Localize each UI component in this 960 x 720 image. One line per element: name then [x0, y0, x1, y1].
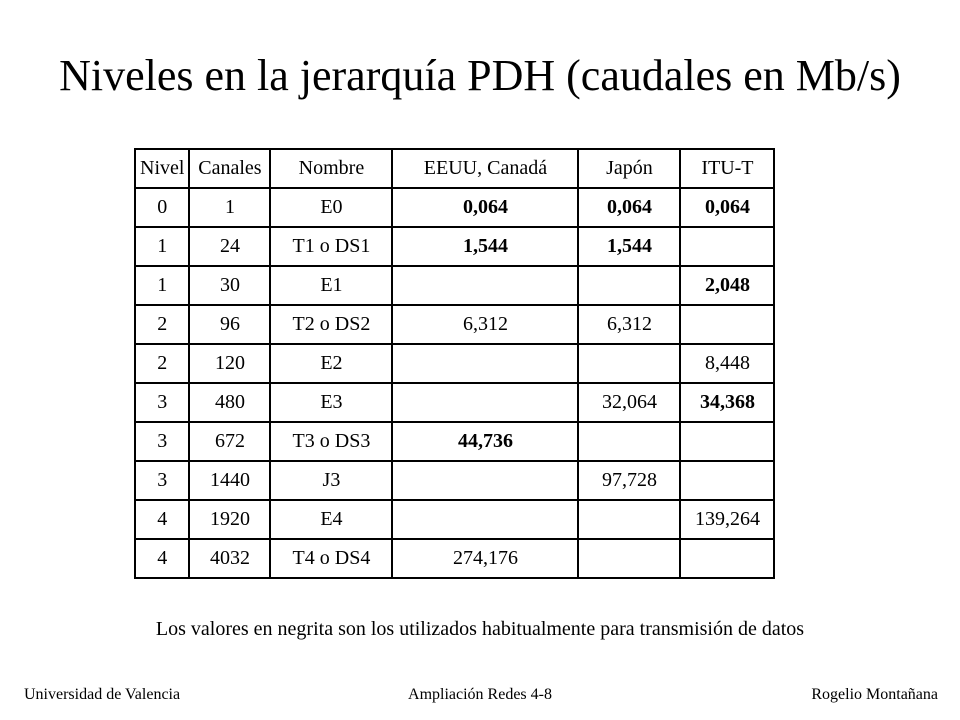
footer-institution: Universidad de Valencia [24, 686, 181, 703]
cell-eeuu: 274,176 [391, 538, 580, 579]
cell-japon [577, 343, 682, 384]
header-japon: Japón [577, 148, 682, 189]
table-row: 3 672 T3 o DS3 44,736 [133, 421, 776, 462]
table-row: 0 1 E0 0,064 0,064 0,064 [133, 187, 776, 228]
cell-canales: 120 [188, 343, 272, 384]
cell-japon: 6,312 [577, 304, 682, 345]
header-eeuu-canada: EEUU, Canadá [391, 148, 580, 189]
slide-title: Niveles en la jerarquía PDH (caudales en… [59, 51, 901, 100]
cell-japon: 0,064 [577, 187, 682, 228]
table-row: 4 4032 T4 o DS4 274,176 [133, 538, 776, 579]
cell-eeuu: 0,064 [391, 187, 580, 228]
cell-nombre: E0 [269, 187, 394, 228]
cell-itu [679, 226, 776, 267]
cell-nivel: 4 [133, 499, 191, 540]
table-row: 2 120 E2 8,448 [133, 343, 776, 384]
cell-nivel: 2 [133, 304, 191, 345]
cell-nivel: 1 [133, 265, 191, 306]
cell-canales: 672 [188, 421, 272, 462]
bold-values-note: Los valores en negrita son los utilizado… [155, 618, 805, 640]
cell-eeuu: 1,544 [391, 226, 580, 267]
cell-nombre: E1 [269, 265, 394, 306]
cell-japon [577, 499, 682, 540]
header-nivel: Nivel [133, 148, 191, 189]
table-row: 4 1920 E4 139,264 [133, 499, 776, 540]
cell-itu [679, 304, 776, 345]
cell-eeuu [391, 343, 580, 384]
cell-canales: 96 [188, 304, 272, 345]
cell-nivel: 0 [133, 187, 191, 228]
cell-nivel: 3 [133, 382, 191, 423]
table-row: 1 30 E1 2,048 [133, 265, 776, 306]
table-row: 3 1440 J3 97,728 [133, 460, 776, 501]
cell-itu [679, 538, 776, 579]
table-header-row: Nivel Canales Nombre EEUU, Canadá Japón … [133, 148, 776, 189]
cell-itu: 8,448 [679, 343, 776, 384]
cell-nombre: T3 o DS3 [269, 421, 394, 462]
cell-japon: 32,064 [577, 382, 682, 423]
cell-canales: 24 [188, 226, 272, 267]
cell-japon: 97,728 [577, 460, 682, 501]
cell-canales: 30 [188, 265, 272, 306]
cell-canales: 1 [188, 187, 272, 228]
cell-nombre: T2 o DS2 [269, 304, 394, 345]
cell-nivel: 1 [133, 226, 191, 267]
cell-eeuu [391, 460, 580, 501]
cell-nombre: E2 [269, 343, 394, 384]
cell-canales: 1440 [188, 460, 272, 501]
cell-itu: 0,064 [679, 187, 776, 228]
cell-japon: 1,544 [577, 226, 682, 267]
cell-nivel: 3 [133, 460, 191, 501]
cell-eeuu [391, 382, 580, 423]
header-canales: Canales [188, 148, 272, 189]
header-itu-t: ITU-T [679, 148, 776, 189]
cell-canales: 480 [188, 382, 272, 423]
cell-nivel: 3 [133, 421, 191, 462]
cell-japon [577, 421, 682, 462]
table-row: 1 24 T1 o DS1 1,544 1,544 [133, 226, 776, 267]
cell-itu [679, 460, 776, 501]
cell-nombre: T4 o DS4 [269, 538, 394, 579]
cell-nombre: E4 [269, 499, 394, 540]
cell-nombre: J3 [269, 460, 394, 501]
cell-japon [577, 265, 682, 306]
cell-nombre: T1 o DS1 [269, 226, 394, 267]
cell-nombre: E3 [269, 382, 394, 423]
table-row: 3 480 E3 32,064 34,368 [133, 382, 776, 423]
cell-itu [679, 421, 776, 462]
cell-canales: 1920 [188, 499, 272, 540]
cell-itu: 2,048 [679, 265, 776, 306]
cell-canales: 4032 [188, 538, 272, 579]
cell-eeuu [391, 499, 580, 540]
cell-eeuu [391, 265, 580, 306]
cell-nivel: 4 [133, 538, 191, 579]
cell-eeuu: 6,312 [391, 304, 580, 345]
table-row: 2 96 T2 o DS2 6,312 6,312 [133, 304, 776, 345]
footer-course: Ampliación Redes 4-8 [408, 686, 552, 703]
pdh-hierarchy-table: Nivel Canales Nombre EEUU, Canadá Japón … [133, 148, 776, 579]
cell-nivel: 2 [133, 343, 191, 384]
cell-eeuu: 44,736 [391, 421, 580, 462]
cell-itu: 139,264 [679, 499, 776, 540]
cell-japon [577, 538, 682, 579]
cell-itu: 34,368 [679, 382, 776, 423]
header-nombre: Nombre [269, 148, 394, 189]
footer-author: Rogelio Montañana [811, 686, 938, 703]
